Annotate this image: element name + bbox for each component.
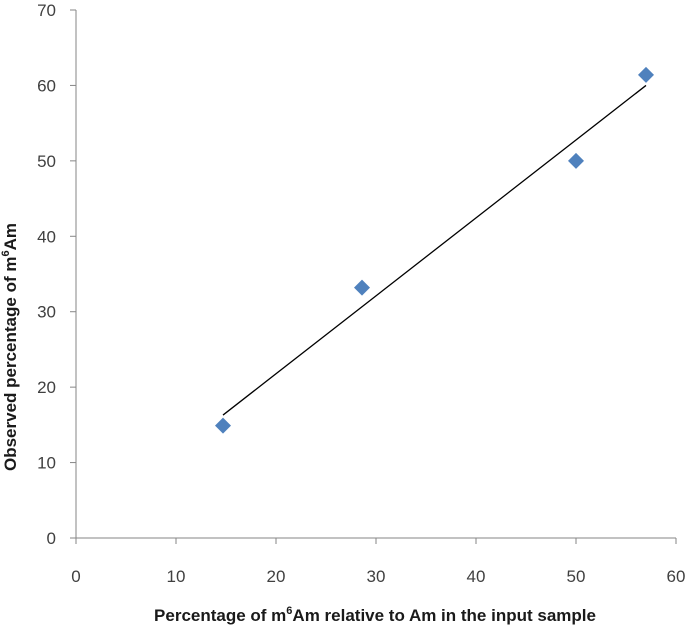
trendline-group (222, 84, 647, 416)
data-points (215, 66, 654, 434)
trendline (222, 84, 647, 416)
x-tick-label: 20 (267, 567, 286, 586)
tick-labels: 0 10 20 30 40 50 60 70 0 10 20 30 40 50 60 (37, 1, 685, 586)
x-tick-label: 60 (667, 567, 685, 586)
y-tick-label: 60 (37, 76, 56, 95)
y-tick-label: 30 (37, 303, 56, 322)
x-tick-label: 40 (467, 567, 486, 586)
data-point (215, 417, 231, 434)
data-point (354, 279, 370, 296)
data-point (638, 66, 654, 83)
x-tick-label: 30 (367, 567, 386, 586)
y-tick-label: 50 (37, 152, 56, 171)
y-tick-label: 10 (37, 454, 56, 473)
x-axis-title: Percentage of m6Am relative to Am in the… (154, 605, 596, 625)
axes (75, 10, 676, 539)
y-tick-label: 40 (37, 227, 56, 246)
x-tick-label: 50 (567, 567, 586, 586)
tick-marks (70, 9, 677, 544)
data-point (568, 152, 584, 169)
x-tick-label: 10 (167, 567, 186, 586)
y-axis-title: Observed percentage of m6Am (0, 223, 20, 471)
y-tick-label: 20 (37, 378, 56, 397)
x-tick-label: 0 (71, 567, 80, 586)
y-tick-label: 70 (37, 1, 56, 20)
y-tick-label: 0 (47, 529, 56, 548)
